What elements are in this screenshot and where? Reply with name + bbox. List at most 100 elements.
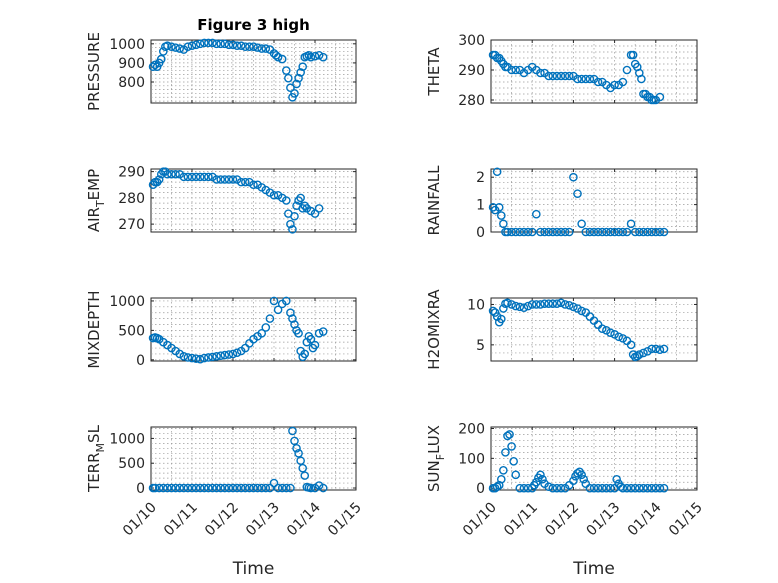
data-point xyxy=(577,219,586,229)
y-tick-label: 500 xyxy=(118,456,145,472)
data-point xyxy=(560,300,570,309)
series-markers xyxy=(148,38,328,102)
data-point xyxy=(195,172,205,182)
x-tick-label: 01/13 xyxy=(243,500,283,540)
data-point xyxy=(492,167,502,177)
x-tick-label: 01/12 xyxy=(542,500,582,540)
y-axis-label: SUNFLUX xyxy=(425,425,447,492)
data-point xyxy=(195,354,205,364)
data-point xyxy=(564,71,574,81)
data-point xyxy=(208,483,217,493)
data-point xyxy=(212,39,221,49)
data-point xyxy=(240,177,250,187)
data-point xyxy=(236,41,246,51)
data-point xyxy=(532,209,541,219)
series-markers xyxy=(488,167,669,237)
data-point xyxy=(236,177,246,187)
data-point xyxy=(228,349,238,359)
data-point xyxy=(639,483,648,493)
data-point xyxy=(536,470,545,480)
data-point xyxy=(556,71,566,81)
data-point xyxy=(589,227,599,237)
y-tick-label: 280 xyxy=(458,93,485,109)
data-point xyxy=(659,227,669,237)
y-axis-label: THETA xyxy=(425,47,443,97)
data-point xyxy=(548,227,558,237)
data-point xyxy=(536,68,545,78)
subplot-sun-flux: 0 100 200 01/10 01/11 01/12 01/13 01/14 01/15 Tim… xyxy=(425,421,706,579)
data-point xyxy=(655,227,665,237)
data-point xyxy=(314,50,324,60)
data-point xyxy=(300,349,310,359)
x-axis-label: Time xyxy=(232,559,275,579)
data-point xyxy=(290,89,299,98)
y-tick-label: 5 xyxy=(476,338,485,354)
series-markers xyxy=(488,298,669,362)
data-point xyxy=(150,483,160,493)
data-point xyxy=(630,483,640,493)
data-point xyxy=(273,305,283,315)
data-point xyxy=(224,175,234,184)
data-point xyxy=(240,42,250,51)
data-point xyxy=(643,227,652,237)
series-markers xyxy=(148,167,324,234)
data-point xyxy=(593,483,603,493)
data-point xyxy=(281,296,291,306)
data-point xyxy=(544,299,553,308)
y-tick-label: 0 xyxy=(136,353,145,369)
data-point xyxy=(318,52,328,62)
data-point xyxy=(573,74,582,84)
data-point xyxy=(610,227,619,237)
data-point xyxy=(310,209,320,218)
y-axis-label: RAINFALL xyxy=(425,165,443,236)
data-point xyxy=(286,483,295,493)
y-axis-label: MIXDEPTH xyxy=(85,290,103,368)
data-point xyxy=(158,483,168,493)
x-tick-label: 01/15 xyxy=(666,500,706,540)
data-point xyxy=(249,42,258,51)
data-point xyxy=(296,193,305,203)
data-point xyxy=(191,483,201,493)
y-tick-label: 0 xyxy=(136,481,145,497)
data-point xyxy=(635,350,644,359)
data-point xyxy=(643,483,652,493)
data-point xyxy=(630,227,640,237)
data-point xyxy=(503,227,512,237)
y-tick-label: 200 xyxy=(458,421,485,437)
data-point xyxy=(171,43,180,52)
data-point xyxy=(281,66,291,75)
data-point xyxy=(273,483,283,493)
data-point xyxy=(187,353,197,363)
data-point xyxy=(220,350,230,360)
data-point xyxy=(639,348,648,358)
x-tick-label: 01/10 xyxy=(120,500,160,540)
y-tick-label: 290 xyxy=(118,165,145,181)
data-point xyxy=(318,327,328,336)
data-point xyxy=(286,219,295,229)
data-point xyxy=(261,483,271,493)
data-point xyxy=(610,80,619,90)
data-point xyxy=(277,54,287,64)
data-point xyxy=(579,474,589,484)
series-markers xyxy=(488,430,669,493)
data-point xyxy=(216,175,225,184)
data-point xyxy=(253,43,262,52)
data-point xyxy=(292,444,301,453)
data-point xyxy=(519,483,529,493)
data-point xyxy=(171,169,180,179)
data-point xyxy=(167,42,176,51)
data-point xyxy=(597,227,607,237)
data-point xyxy=(503,298,512,308)
data-point xyxy=(519,303,529,312)
data-point xyxy=(569,172,578,182)
data-point xyxy=(618,227,628,237)
x-tick-label: 01/13 xyxy=(584,500,624,540)
data-point xyxy=(204,483,213,493)
data-point xyxy=(269,190,279,200)
data-point xyxy=(626,340,636,350)
data-point xyxy=(261,323,271,332)
data-point xyxy=(577,470,586,480)
data-point xyxy=(503,431,512,441)
data-point xyxy=(556,298,566,308)
